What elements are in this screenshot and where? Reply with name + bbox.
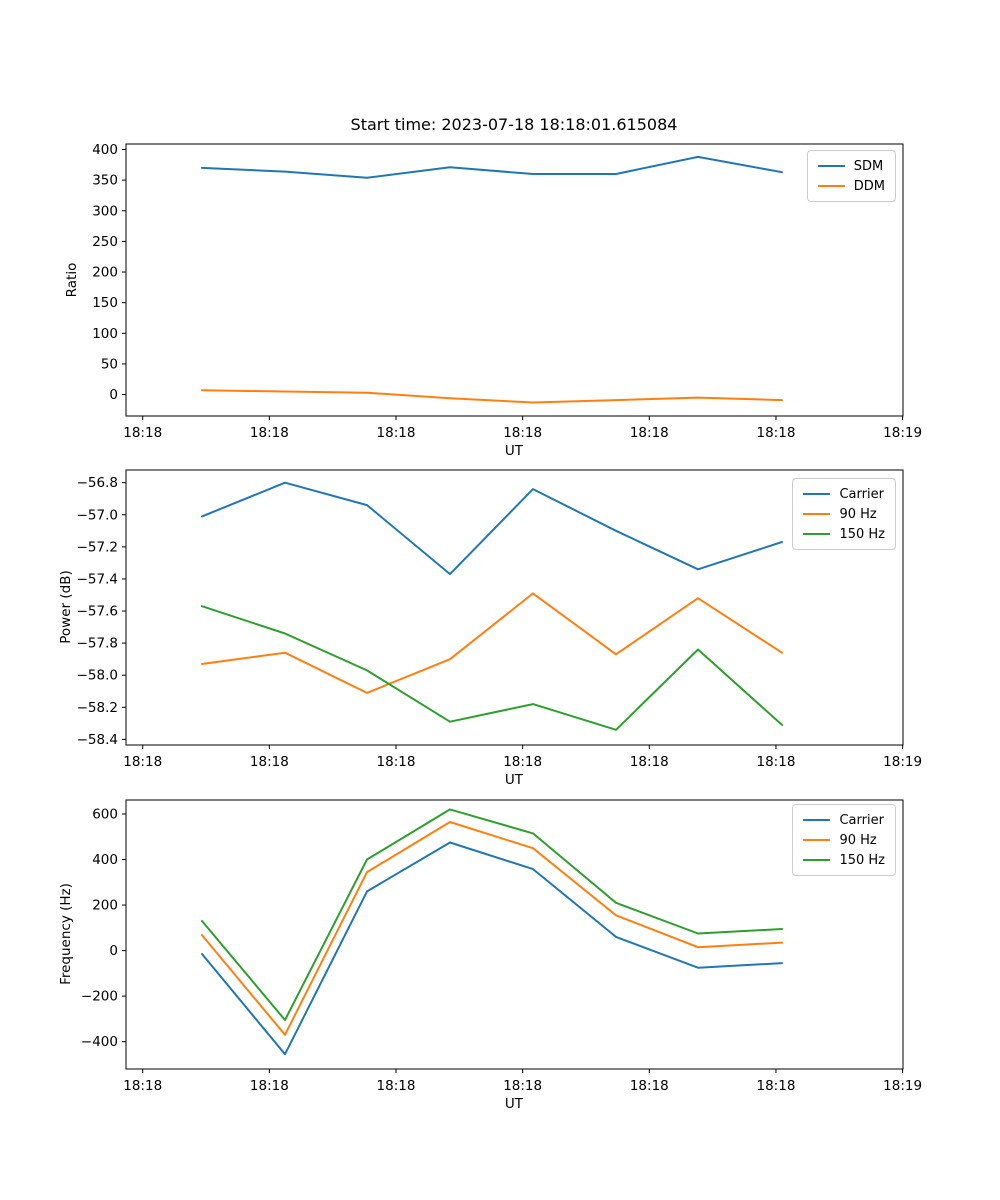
legend-line-swatch xyxy=(803,819,831,821)
x-tick-label: 18:18 xyxy=(757,754,796,770)
legend-entry: 90 Hz xyxy=(803,504,885,524)
legend-line-swatch xyxy=(803,493,831,495)
y-tick-label: −57.6 xyxy=(77,604,118,620)
legend-line-swatch xyxy=(803,513,831,515)
x-tick-label: 18:18 xyxy=(377,754,416,770)
series-line-90-hz xyxy=(201,821,783,1036)
y-tick-label: −400 xyxy=(81,1034,118,1050)
legend-line-swatch xyxy=(803,533,831,535)
series-line-carrier xyxy=(201,481,783,576)
x-tick-label: 18:19 xyxy=(883,425,922,441)
legend-entry: 150 Hz xyxy=(803,850,885,870)
legend-label: Carrier xyxy=(839,812,884,828)
legend-label: Carrier xyxy=(839,486,884,502)
x-tick-label: 18:18 xyxy=(630,1078,669,1094)
x-tick-label: 18:18 xyxy=(123,425,162,441)
y-tick-label: −57.2 xyxy=(77,539,118,555)
y-tick-label: 150 xyxy=(92,295,118,311)
y-tick-label: −58.4 xyxy=(77,732,118,748)
x-tick-label: 18:18 xyxy=(757,1078,796,1094)
y-tick-label: 350 xyxy=(92,173,118,189)
y-tick-label: 50 xyxy=(101,356,118,372)
x-tick-label: 18:18 xyxy=(503,425,542,441)
y-tick-label: 300 xyxy=(92,203,118,219)
legend-entry: Carrier xyxy=(803,810,885,830)
legend-power: Carrier 90 Hz 150 Hz xyxy=(792,478,896,550)
legend-line-swatch xyxy=(803,839,831,841)
x-tick-label: 18:18 xyxy=(630,425,669,441)
y-tick-label: 250 xyxy=(92,234,118,250)
x-tick-label: 18:18 xyxy=(377,425,416,441)
legend-line-swatch xyxy=(803,859,831,861)
x-tick-label: 18:18 xyxy=(123,1078,162,1094)
x-tick-label: 18:18 xyxy=(377,1078,416,1094)
ylabel-power: Power (dB) xyxy=(58,570,74,644)
x-tick-label: 18:18 xyxy=(123,754,162,770)
x-tick-label: 18:18 xyxy=(630,754,669,770)
y-tick-label: −58.0 xyxy=(77,668,118,684)
legend-label: SDM xyxy=(853,158,884,174)
y-tick-label: 600 xyxy=(92,807,118,823)
xlabel-ut-top: UT xyxy=(504,443,524,459)
legend-entry: 90 Hz xyxy=(803,830,885,850)
x-tick-label: 18:19 xyxy=(883,1078,922,1094)
y-tick-label: −58.2 xyxy=(77,700,118,716)
y-tick-label: −200 xyxy=(81,989,118,1005)
y-tick-label: −57.4 xyxy=(77,571,118,587)
y-tick-label: 400 xyxy=(92,852,118,868)
legend-entry: SDM xyxy=(817,156,885,176)
legend-label: DDM xyxy=(853,178,885,194)
legend-label: 150 Hz xyxy=(839,852,885,868)
series-line-carrier xyxy=(201,841,783,1056)
y-tick-label: −57.8 xyxy=(77,636,118,652)
legend-label: 90 Hz xyxy=(839,832,877,848)
legend-label: 150 Hz xyxy=(839,526,885,542)
y-tick-label: 0 xyxy=(109,943,118,959)
y-tick-label: 200 xyxy=(92,265,118,281)
legend-entry: DDM xyxy=(817,176,885,196)
legend-frequency: Carrier 90 Hz 150 Hz xyxy=(792,804,896,876)
x-tick-label: 18:18 xyxy=(250,425,289,441)
series-line-90-hz xyxy=(201,592,783,694)
xlabel-ut-bottom: UT xyxy=(504,1096,524,1112)
y-tick-label: 400 xyxy=(92,142,118,158)
x-tick-label: 18:18 xyxy=(757,425,796,441)
y-tick-label: 100 xyxy=(92,326,118,342)
ylabel-frequency: Frequency (Hz) xyxy=(58,883,74,985)
series-line-sdm xyxy=(201,155,783,179)
x-tick-label: 18:18 xyxy=(250,1078,289,1094)
legend-entry: Carrier xyxy=(803,484,885,504)
y-tick-label: 200 xyxy=(92,898,118,914)
x-tick-label: 18:18 xyxy=(250,754,289,770)
legend-entry: 150 Hz xyxy=(803,524,885,544)
x-tick-label: 18:19 xyxy=(883,754,922,770)
y-tick-label: 0 xyxy=(109,387,118,403)
y-tick-label: −56.8 xyxy=(77,475,118,491)
series-line-ddm xyxy=(201,389,783,404)
series-line-150-hz xyxy=(201,605,783,731)
figure-title: Start time: 2023-07-18 18:18:01.615084 xyxy=(350,115,678,134)
legend-ratio: SDM DDM xyxy=(806,150,896,202)
xlabel-ut-middle: UT xyxy=(504,772,524,788)
legend-label: 90 Hz xyxy=(839,506,877,522)
ylabel-ratio: Ratio xyxy=(64,262,80,298)
x-tick-label: 18:18 xyxy=(503,1078,542,1094)
legend-line-swatch xyxy=(817,165,845,167)
legend-line-swatch xyxy=(817,185,845,187)
y-tick-label: −57.0 xyxy=(77,507,118,523)
series-line-150-hz xyxy=(201,808,783,1021)
x-tick-label: 18:18 xyxy=(503,754,542,770)
